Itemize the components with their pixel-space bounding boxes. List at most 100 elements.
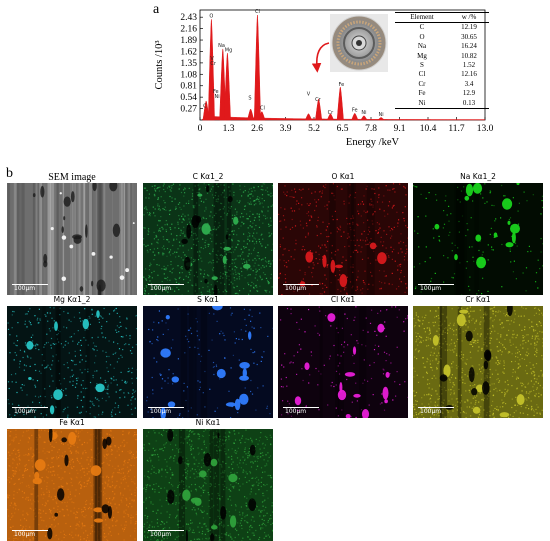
- map-texture: [413, 306, 543, 418]
- map-title: Cl Kα1: [278, 295, 408, 304]
- peak-label: Cr: [328, 110, 334, 116]
- y-tick-label: 0.54: [180, 93, 197, 103]
- element-cell: C: [395, 23, 449, 33]
- x-tick-label: 6.5: [337, 124, 349, 134]
- map-title: Cr Kα1: [413, 295, 543, 304]
- scale-bar-label: 100μm: [14, 285, 35, 292]
- scale-bar-label: 100μm: [14, 531, 35, 538]
- y-tick-label: 2.16: [180, 25, 197, 35]
- scale-bar: 100μm: [12, 284, 52, 293]
- map-texture: [278, 183, 408, 295]
- wt-percent-cell: 30.65: [449, 33, 489, 42]
- map-texture: [143, 429, 273, 541]
- scale-bar-label: 100μm: [285, 408, 306, 415]
- map-title: Ni Kα1: [143, 418, 273, 427]
- y-tick-label: 0.81: [180, 82, 197, 92]
- x-tick-label: 3.9: [280, 124, 292, 134]
- scale-bar: 100μm: [12, 407, 52, 416]
- element-cell: Cr: [395, 80, 449, 89]
- peak-label: Ni: [215, 94, 220, 100]
- element-cell: Cl: [395, 70, 449, 79]
- element-cell: Mg: [395, 52, 449, 61]
- spectrum-peak-ni: [361, 116, 367, 120]
- scale-bar-label: 100μm: [14, 408, 35, 415]
- map-title: C Kα1_2: [143, 172, 273, 181]
- peak-label: Cr: [210, 61, 216, 67]
- peak-label: Fe: [339, 82, 345, 88]
- map-tile-c: 100μm: [143, 183, 273, 295]
- map-tile-fe: 100μm: [7, 429, 137, 541]
- element-cell: Na: [395, 42, 449, 51]
- map-texture: [278, 306, 408, 418]
- x-tick-label: 9.1: [394, 124, 406, 134]
- map-texture: [413, 183, 543, 295]
- map-tile-sem: 100μm: [7, 183, 137, 295]
- element-cell: Fe: [395, 89, 449, 98]
- peak-label: O: [209, 13, 213, 19]
- peak-label: Ni: [379, 112, 384, 118]
- scale-bar-label: 100μm: [420, 408, 441, 415]
- element-cell: Ni: [395, 99, 449, 109]
- scale-bar-label: 100μm: [420, 285, 441, 292]
- map-tile-cl: 100μm: [278, 306, 408, 418]
- y-tick-label: 1.08: [180, 70, 197, 80]
- wt-percent-cell: 12.16: [449, 70, 489, 79]
- x-tick-label: 11.7: [448, 124, 465, 134]
- scale-bar: 100μm: [283, 407, 323, 416]
- map-title: Na Kα1_2: [413, 172, 543, 181]
- x-tick-label: 0: [198, 124, 203, 134]
- y-tick-label: 1.62: [180, 47, 197, 57]
- scale-bar: 100μm: [148, 407, 188, 416]
- x-tick-label: 13.0: [477, 124, 494, 134]
- spectrum-peak-cl: [254, 15, 260, 120]
- spectrum-peak-o: [208, 19, 214, 120]
- x-tick-label: 7.8: [365, 124, 377, 134]
- col-header-element: Element: [395, 13, 449, 23]
- wt-percent-cell: 12.19: [449, 23, 489, 33]
- col-header-wt: w /%: [449, 13, 489, 23]
- peak-label: V: [307, 91, 311, 97]
- scale-bar-label: 100μm: [150, 408, 171, 415]
- scale-bar-label: 100μm: [150, 285, 171, 292]
- peak-label: Ni: [361, 110, 366, 116]
- map-texture: [143, 183, 273, 295]
- wt-percent-cell: 16.24: [449, 42, 489, 51]
- pointer-arrow: [303, 40, 339, 74]
- peak-label: Cr: [315, 97, 321, 103]
- map-tile-cr: 100μm: [413, 306, 543, 418]
- spectrum-peak-v: [305, 114, 311, 120]
- scale-bar: 100μm: [418, 407, 458, 416]
- wt-percent-cell: 1.52: [449, 61, 489, 70]
- map-tile-na: 100μm: [413, 183, 543, 295]
- map-texture: [7, 306, 137, 418]
- y-axis-label: Counts /10³: [154, 41, 165, 90]
- map-tile-mg: 100μm: [7, 306, 137, 418]
- map-title: Mg Kα1_2: [7, 295, 137, 304]
- scale-bar: 100μm: [418, 284, 458, 293]
- y-tick-label: 2.43: [180, 13, 197, 23]
- wt-percent-cell: 0.13: [449, 99, 489, 109]
- element-cell: O: [395, 33, 449, 42]
- x-tick-label: 10.4: [420, 124, 437, 134]
- map-texture: [143, 306, 273, 418]
- map-tile-o: 100μm: [278, 183, 408, 295]
- map-texture: [7, 429, 137, 541]
- scale-bar-label: 100μm: [285, 285, 306, 292]
- peak-label: Cl: [255, 9, 260, 15]
- element-cell: S: [395, 61, 449, 70]
- peak-label: C: [203, 104, 207, 110]
- x-tick-label: 5.2: [308, 124, 320, 134]
- x-tick-label: 1.3: [223, 124, 235, 134]
- y-tick-label: 1.35: [180, 59, 197, 69]
- map-title: O Kα1: [278, 172, 408, 181]
- wt-percent-cell: 3.4: [449, 80, 489, 89]
- spectrum-peak-fe: [337, 87, 343, 120]
- x-axis-label: Energy /keV: [346, 137, 400, 148]
